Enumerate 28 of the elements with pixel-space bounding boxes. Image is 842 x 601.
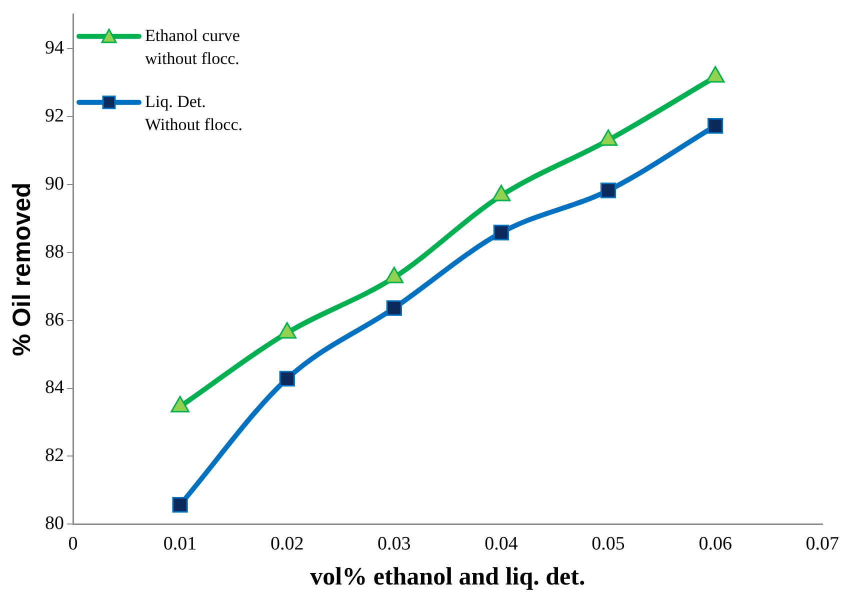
y-tick-label: 92	[45, 105, 64, 126]
y-tick-label: 82	[45, 445, 64, 466]
x-tick-label: 0.06	[698, 534, 732, 555]
x-axis-title: vol% ethanol and liq. det.	[310, 563, 586, 590]
x-tick-label: 0.03	[378, 534, 411, 555]
point	[386, 300, 402, 316]
x-tick-label: 0.02	[270, 534, 304, 555]
y-tick-label: 84	[45, 377, 64, 398]
point	[598, 129, 618, 146]
y-tick-label: 94	[45, 37, 64, 58]
point	[384, 266, 404, 284]
x-tick-label: 0.07	[806, 534, 839, 555]
y-tick-label: 88	[45, 241, 64, 262]
y-axis-title: % Oil removed	[8, 182, 36, 356]
x-tick-label: 0	[68, 534, 78, 555]
point	[492, 184, 511, 202]
y-tick-label: 90	[45, 173, 64, 194]
y-tick-label: 80	[45, 513, 64, 534]
legend-label: Ethanol curve without flocc.	[145, 26, 240, 68]
point	[706, 66, 725, 83]
point	[279, 370, 295, 387]
x-tick-label: 0.01	[163, 534, 197, 555]
legend-label: Liq. Det. Without flocc.	[145, 92, 243, 134]
point	[172, 497, 188, 513]
x-tick-label: 0.04	[484, 534, 518, 555]
x-tick-label: 0.05	[592, 534, 625, 555]
point	[278, 322, 297, 339]
y-tick-label: 86	[45, 309, 64, 330]
